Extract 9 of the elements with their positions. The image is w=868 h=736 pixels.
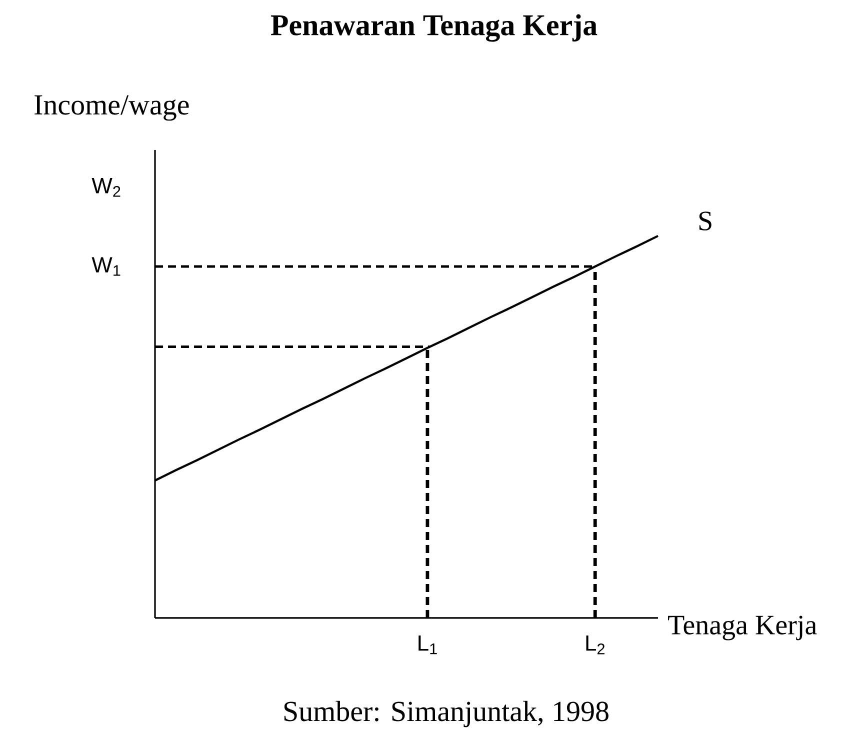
y-axis-title: Income/wage [34,95,189,121]
x-tick-label: L$_{2}$ [586,636,605,654]
text: W$_{2}$ [92,178,120,197]
chart-title: Penawaran Tenaga Kerja [270,14,598,42]
series-label: S [699,212,712,230]
x-tick-label: L$_{1}$ [418,636,437,654]
x-axis-title: Tenaga Kerja [668,616,817,640]
ref-line-label: W$_{1}$ [92,257,120,276]
text: Sumber: Simanjuntak, 1998 [284,700,608,728]
